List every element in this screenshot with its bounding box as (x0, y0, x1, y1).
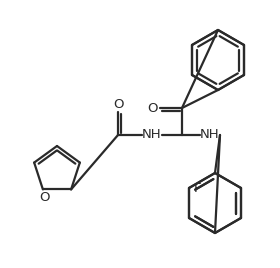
Text: NH: NH (142, 128, 162, 142)
Text: O: O (147, 102, 157, 114)
Text: O: O (113, 98, 123, 110)
Text: NH: NH (200, 128, 220, 142)
Text: F: F (193, 181, 201, 195)
Text: O: O (40, 191, 50, 204)
